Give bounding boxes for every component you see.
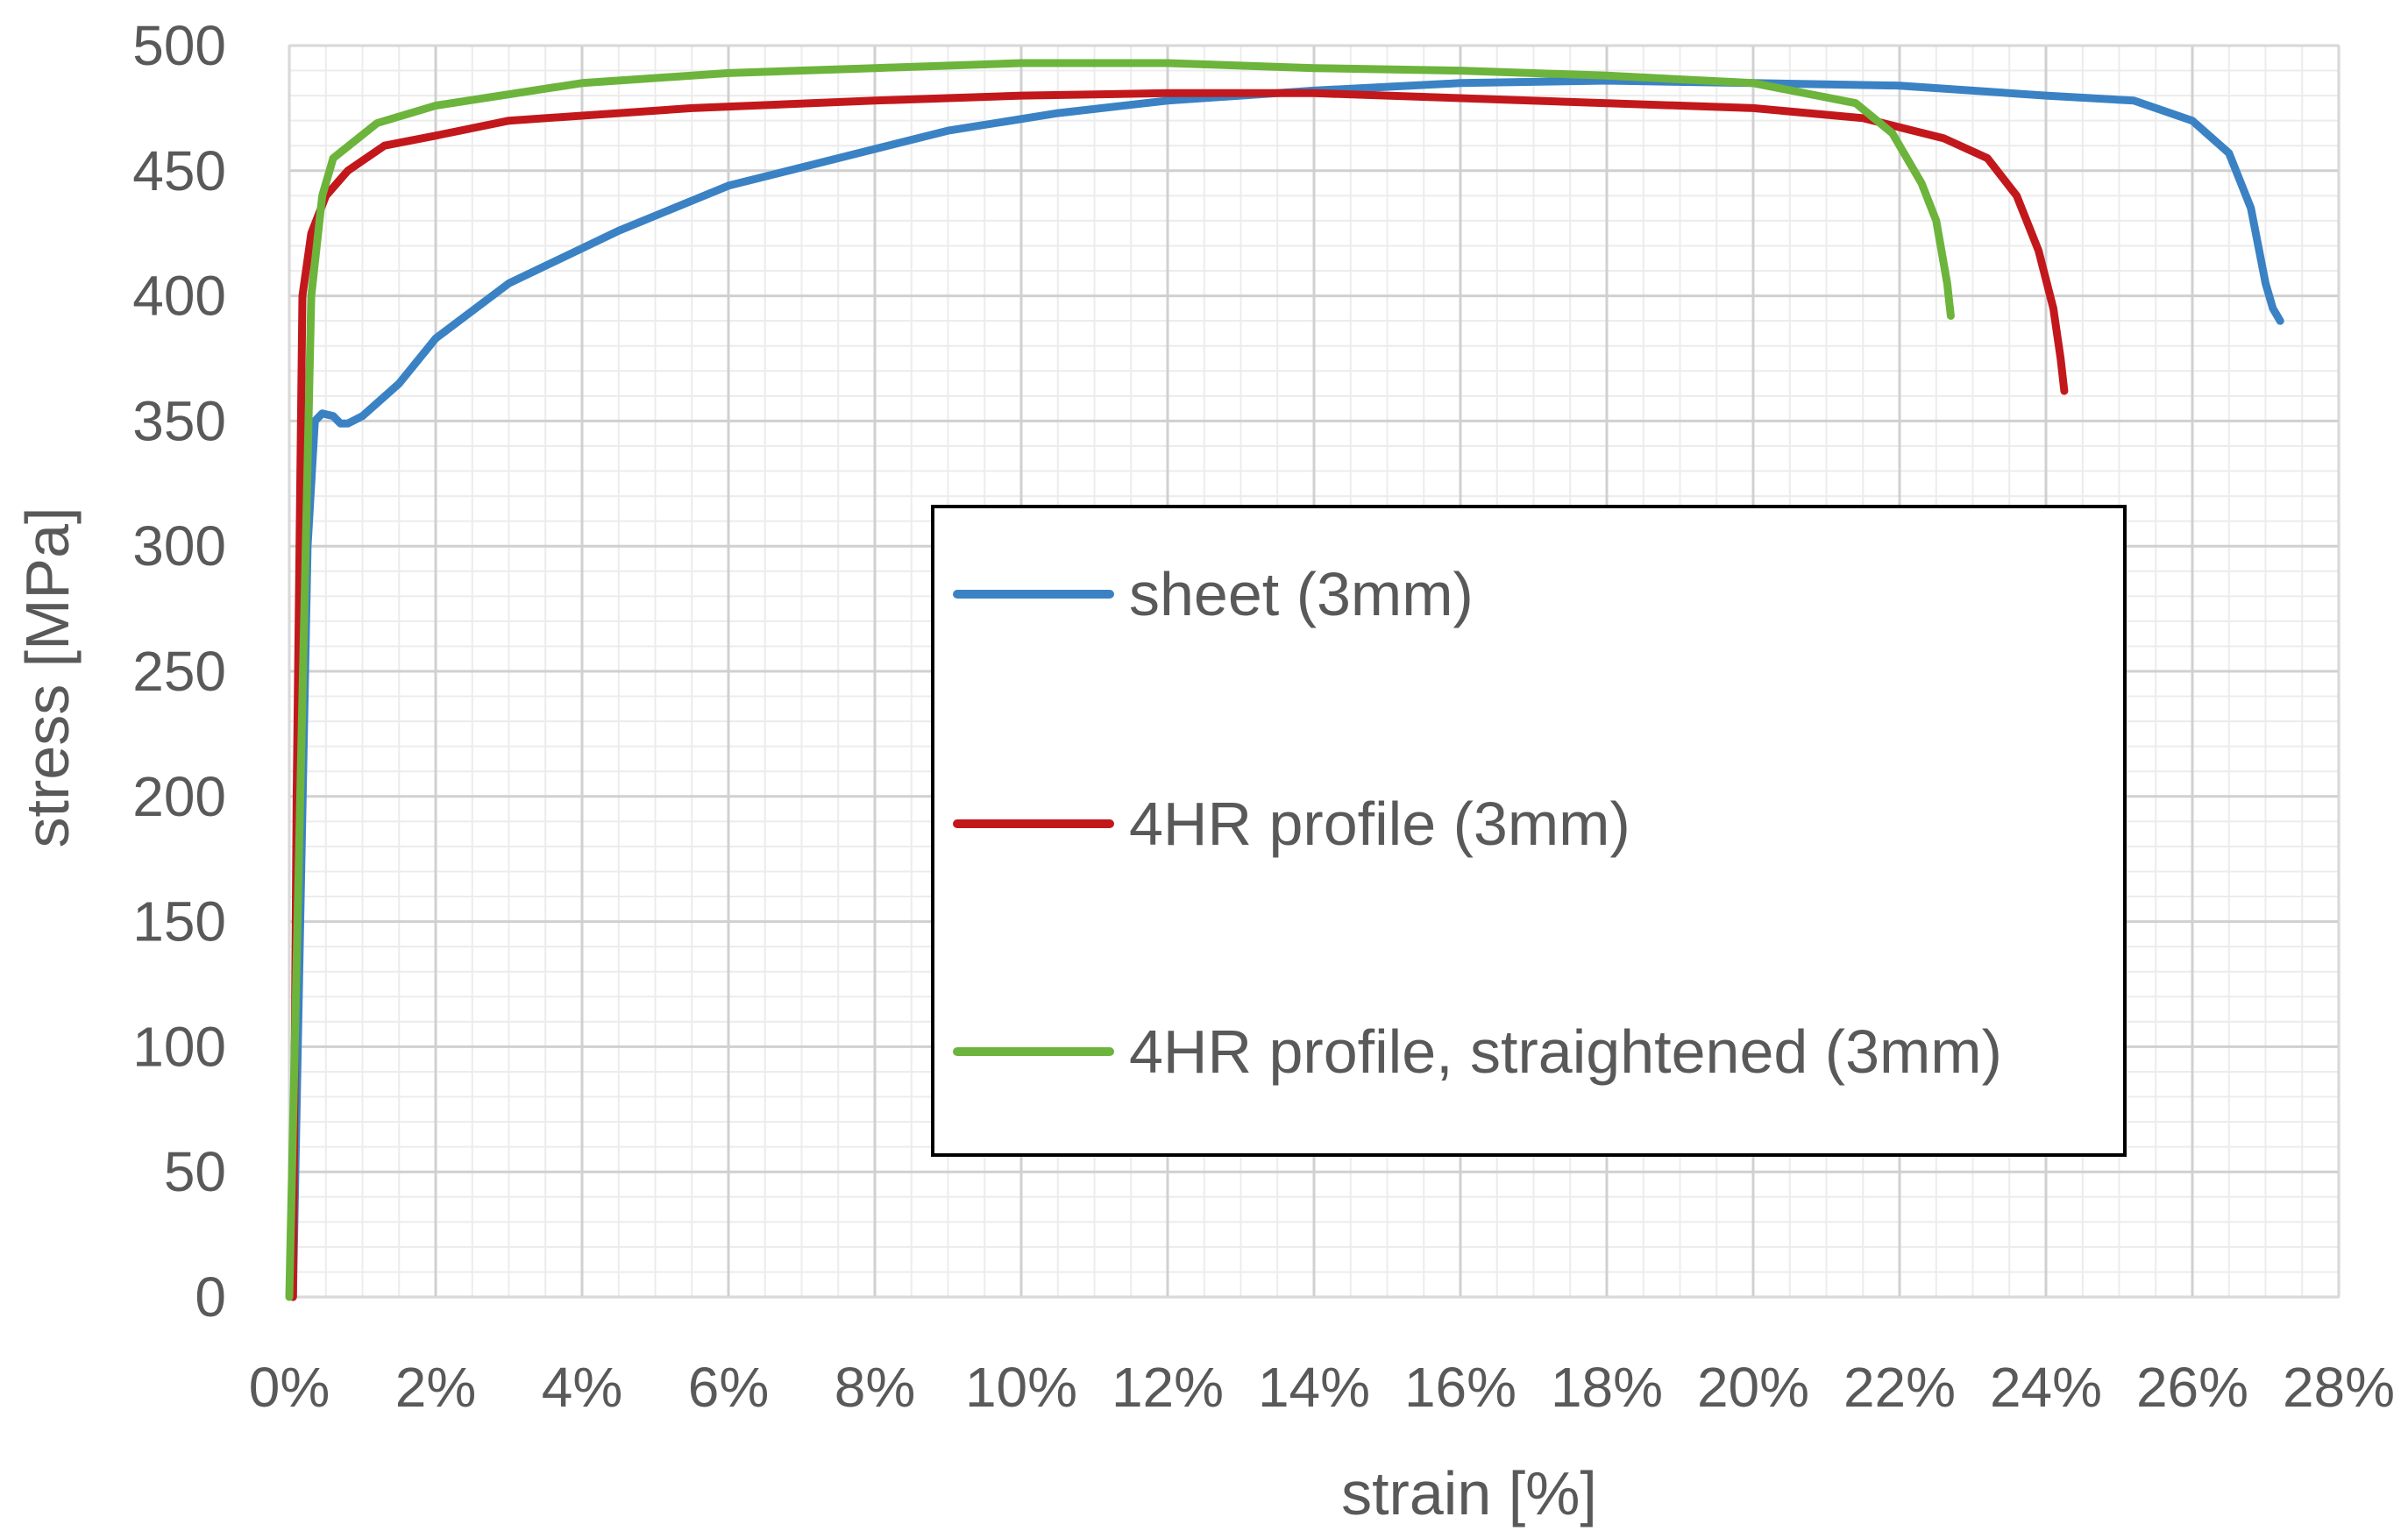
x-tick-label: 16% bbox=[1404, 1356, 1517, 1419]
y-tick-label: 50 bbox=[164, 1140, 226, 1203]
plot-area-border bbox=[288, 45, 2340, 1298]
x-tick-label: 8% bbox=[835, 1356, 916, 1419]
y-tick-label: 500 bbox=[132, 14, 226, 77]
x-tick-label: 6% bbox=[688, 1356, 770, 1419]
y-tick-label: 150 bbox=[132, 890, 226, 953]
legend: sheet (3mm) 4HR profile (3mm) 4HR profile,… bbox=[931, 505, 2127, 1157]
y-tick-label: 300 bbox=[132, 514, 226, 578]
y-axis-tick-labels: 0 50 100 150 200 250 300 350 400 450 500 bbox=[132, 14, 226, 1329]
series-line-1 bbox=[288, 76, 2284, 1301]
x-tick-label: 26% bbox=[2136, 1356, 2248, 1419]
y-tick-label: 100 bbox=[132, 1015, 226, 1078]
y-tick-label: 400 bbox=[132, 265, 226, 328]
series-line-3 bbox=[285, 59, 1955, 1301]
x-tick-label: 4% bbox=[542, 1356, 623, 1419]
y-axis-title: stress [MPa] bbox=[13, 507, 82, 848]
y-tick-label: 250 bbox=[132, 640, 226, 703]
x-axis-title: strain [%] bbox=[1341, 1459, 1597, 1527]
legend-label-2: 4HR profile (3mm) bbox=[1129, 790, 1630, 858]
x-tick-label: 10% bbox=[965, 1356, 1077, 1419]
legend-label-1: sheet (3mm) bbox=[1129, 560, 1474, 628]
legend-box bbox=[931, 505, 2127, 1157]
x-tick-label: 14% bbox=[1258, 1356, 1370, 1419]
y-tick-label: 200 bbox=[132, 765, 226, 828]
x-tick-label: 18% bbox=[1551, 1356, 1663, 1419]
y-tick-label: 450 bbox=[132, 139, 226, 202]
y-tick-label: 350 bbox=[132, 389, 226, 452]
legend-items: sheet (3mm) 4HR profile (3mm) 4HR profile,… bbox=[953, 560, 2002, 1086]
series-lines bbox=[285, 59, 2284, 1301]
x-tick-label: 20% bbox=[1697, 1356, 1809, 1419]
y-tick-label: 0 bbox=[195, 1265, 226, 1329]
legend-label-3: 4HR profile, straightened (3mm) bbox=[1129, 1017, 2002, 1086]
x-axis-tick-labels: 0% 2% 4% 6% 8% 10% 12% 14% 16% 18% 20% 22% 24% 26% 28% bbox=[249, 1356, 2395, 1419]
x-tick-label: 2% bbox=[395, 1356, 477, 1419]
x-tick-label: 0% bbox=[249, 1356, 330, 1419]
x-tick-label: 24% bbox=[1990, 1356, 2102, 1419]
x-tick-label: 22% bbox=[1843, 1356, 1956, 1419]
x-tick-label: 12% bbox=[1112, 1356, 1224, 1419]
x-tick-label: 28% bbox=[2283, 1356, 2395, 1419]
